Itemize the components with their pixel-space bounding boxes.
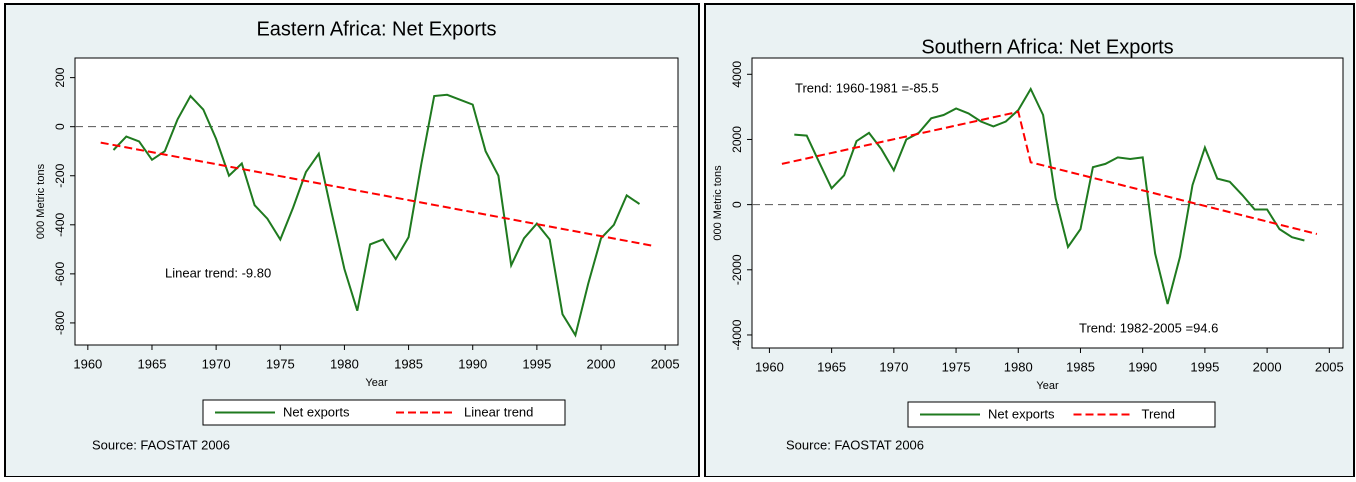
chart-title: Southern Africa: Net Exports xyxy=(921,36,1173,58)
x-axis-title: Year xyxy=(1036,380,1059,392)
source-note: Source: FAOSTAT 2006 xyxy=(92,437,230,452)
x-tick-label: 1970 xyxy=(879,359,908,374)
x-tick-label: 2000 xyxy=(1253,359,1282,374)
y-tick-label: -800 xyxy=(53,311,67,335)
legend-label: Net exports xyxy=(283,404,350,419)
x-tick-label: 1960 xyxy=(755,359,784,374)
source-note: Source: FAOSTAT 2006 xyxy=(786,437,924,452)
legend-label: Linear trend xyxy=(464,404,533,419)
legend-label: Net exports xyxy=(988,406,1055,421)
y-axis-title: 000 Metric tons xyxy=(712,165,724,241)
y-tick-label: 4000 xyxy=(730,61,744,88)
x-tick-label: 1985 xyxy=(1066,359,1095,374)
legend-label: Trend xyxy=(1142,406,1175,421)
x-tick-label: 1960 xyxy=(73,356,102,371)
x-tick-label: 1995 xyxy=(522,356,551,371)
x-tick-label: 1970 xyxy=(202,356,231,371)
y-tick-label: 200 xyxy=(53,67,67,87)
annotation: Linear trend: -9.80 xyxy=(165,265,271,280)
x-tick-label: 1980 xyxy=(1004,359,1033,374)
annotation: Trend: 1982-2005 =94.6 xyxy=(1079,320,1218,335)
x-tick-label: 2005 xyxy=(651,356,680,371)
annotation: Trend: 1960-1981 =-85.5 xyxy=(795,80,939,95)
x-tick-label: 1980 xyxy=(330,356,359,371)
chart-title: Eastern Africa: Net Exports xyxy=(256,18,496,40)
x-tick-label: 1990 xyxy=(458,356,487,371)
x-tick-label: 1965 xyxy=(138,356,167,371)
x-tick-label: 2005 xyxy=(1315,359,1344,374)
y-tick-label: -200 xyxy=(53,163,67,187)
series-line xyxy=(112,93,641,338)
series-line xyxy=(794,86,1305,305)
y-tick-label: 2000 xyxy=(730,126,744,153)
series-line xyxy=(100,141,653,247)
y-tick-label: -4000 xyxy=(730,319,744,350)
y-tick-label: -2000 xyxy=(730,254,744,285)
x-tick-label: 1965 xyxy=(817,359,846,374)
x-tick-label: 1995 xyxy=(1190,359,1219,374)
y-tick-label: 0 xyxy=(53,123,67,130)
x-tick-label: 2000 xyxy=(587,356,616,371)
y-tick-label: 0 xyxy=(730,201,744,208)
y-tick-label: -600 xyxy=(53,262,67,286)
plot-area xyxy=(74,57,679,346)
y-tick-label: -400 xyxy=(53,212,67,236)
x-tick-label: 1985 xyxy=(394,356,423,371)
x-tick-label: 1990 xyxy=(1128,359,1157,374)
x-tick-label: 1975 xyxy=(266,356,295,371)
series-line xyxy=(781,110,1318,235)
x-tick-label: 1975 xyxy=(942,359,971,374)
x-axis-title: Year xyxy=(365,377,388,389)
y-axis-title: 000 Metric tons xyxy=(35,163,47,239)
plot-area xyxy=(751,57,1344,349)
